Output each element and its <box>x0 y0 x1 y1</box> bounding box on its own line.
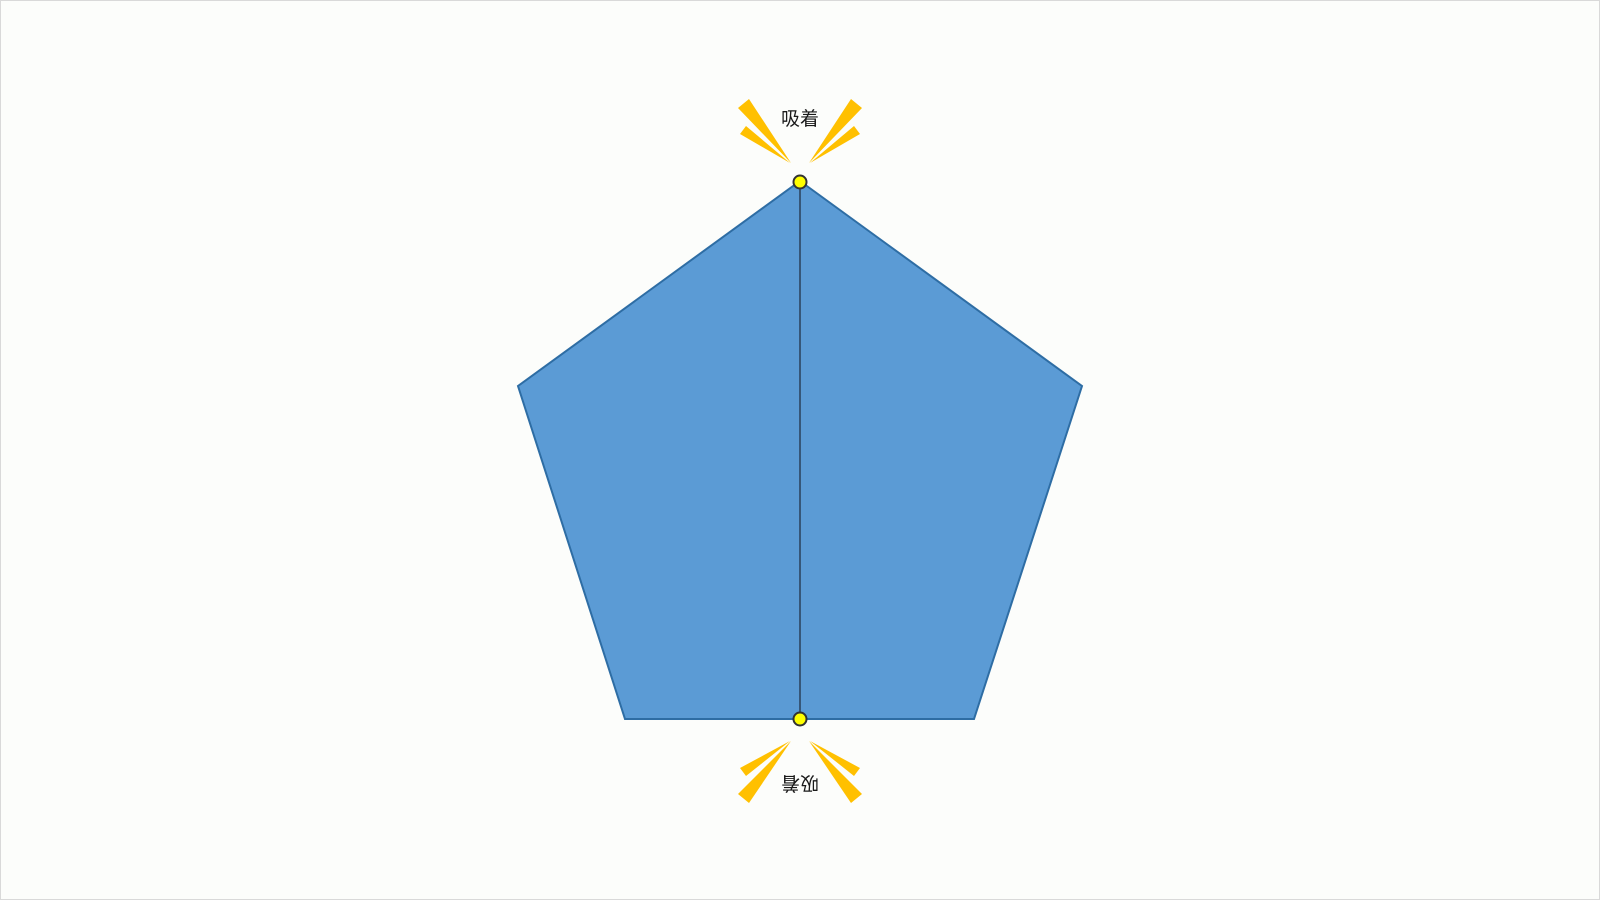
snap-label-bottom: 吸着 <box>781 772 819 794</box>
snap-point-bottom[interactable] <box>793 712 807 726</box>
burst-ray <box>738 99 791 163</box>
snap-point-top-ring <box>792 174 808 190</box>
snap-point-top[interactable] <box>793 175 807 189</box>
burst-ray <box>809 99 862 163</box>
snap-point-bottom-ring <box>792 711 808 727</box>
burst-ray <box>740 741 790 776</box>
snap-burst-top-icon <box>738 99 862 163</box>
snap-burst-bottom-icon <box>738 741 862 803</box>
burst-ray <box>810 741 860 776</box>
burst-ray <box>738 741 791 803</box>
burst-ray <box>809 741 862 803</box>
burst-ray <box>810 126 860 163</box>
burst-ray <box>740 126 790 163</box>
snap-label-top: 吸着 <box>781 108 819 130</box>
